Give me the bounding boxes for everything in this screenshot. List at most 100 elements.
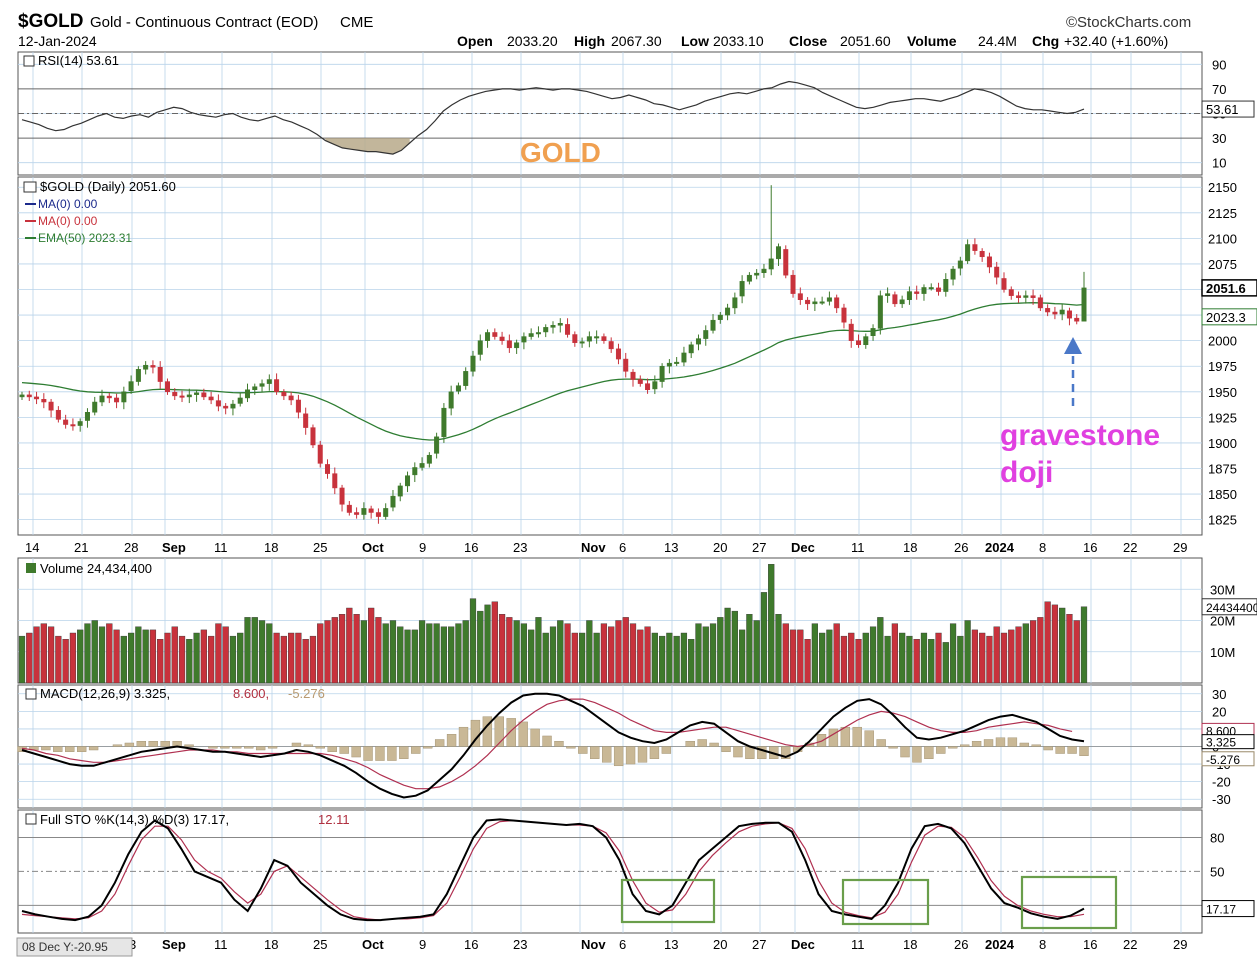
date-tick-label: 2024 [985,540,1015,555]
candle [19,391,25,400]
candle [550,321,556,334]
stoch-last-value: 17.17 [1206,903,1236,917]
stoch-toggle-icon [25,813,37,825]
candle [1023,290,1029,304]
candle-body [899,299,905,305]
candle-body [34,396,40,400]
volume-bar [229,635,237,684]
candle [375,508,381,524]
candle-body [528,333,534,337]
date-tick-label: Dec [791,540,815,555]
volume-bar [389,620,397,684]
candle-body [623,358,629,372]
bottom-date-tick-label: 26 [954,937,968,952]
candle [899,295,905,308]
macd-hist-bar [959,744,970,747]
date-tick-label: 22 [1123,540,1137,555]
rsi-last-value: 53.61 [1206,102,1239,117]
candle [1016,291,1022,303]
candle [499,331,505,345]
volume-bar [746,614,753,684]
macd-hist-bar [363,746,373,761]
volume-bar [840,635,848,684]
volume-bar [186,639,193,684]
volume-bar [178,635,186,684]
candle [885,287,891,303]
macd-hist-bar [494,716,504,747]
price-last-box [1201,279,1257,297]
rsi-title: RSI(14) 53.61 [38,53,119,68]
candle-body [936,287,942,292]
candle [746,272,752,285]
candle-body [601,336,607,341]
candle-body [892,294,898,305]
volume-bar [171,626,178,684]
volume-bar [360,620,367,684]
volume-bar [797,629,804,684]
candle [754,269,760,280]
macd-ytick-label: -30 [1212,792,1231,807]
date-tick-label: 18 [264,540,278,555]
volume-bar [659,635,666,684]
macd-hist-bar [220,746,230,749]
volume-bar [986,635,993,684]
volume-bar [608,626,615,684]
candle-body [55,409,61,420]
candle [761,263,767,278]
candle-body [92,401,98,413]
volume-bar [1022,623,1029,684]
candle-body [805,299,811,305]
bottom-date-axis: 3 Sep 11 18 25 Oct 9 16 23 Nov 6 13 20 27 Dec 11 18 26 202… [18,934,1202,956]
candle [768,185,774,276]
stoch-ytick-label: 50 [1210,864,1224,879]
cursor-readout-text: 08 Dec Y:-20.95 [22,940,108,954]
candle [1052,306,1058,320]
volume-bar [426,623,433,684]
candle-body [259,383,265,387]
candle [179,390,185,403]
volume-bar [600,623,608,684]
candle [725,303,731,321]
macd-hist-bar [291,742,302,747]
candle [106,393,112,404]
candle [194,389,200,402]
volume-bar [346,607,353,684]
macd-hist-bar [613,746,624,767]
volume-bar [644,626,651,684]
date-tick-label: Oct [362,540,384,555]
candle-body [1030,295,1036,298]
price-ytick-label: 1825 [1208,513,1237,528]
candle-body [565,324,571,335]
date-tick-label: 25 [313,540,327,555]
rsi-ytick-label: 10 [1212,156,1226,171]
candle-body [739,281,745,297]
candle-body [579,341,585,344]
macd-hist-bar [936,746,946,754]
candle [164,378,170,395]
candle-body [535,332,541,335]
volume-bar [731,610,738,684]
price-ytick-label: 1925 [1208,410,1237,425]
volume-bar [826,629,833,684]
macd-hist-bar [828,728,839,747]
candle [34,391,40,405]
candle [826,291,832,306]
volume-bar [309,635,317,684]
volume-bar [120,635,127,684]
volume-bar [77,629,84,684]
macd-hist-bar [542,735,552,747]
candle-body [652,381,658,390]
candle [841,303,847,329]
volume-bar [768,564,775,684]
macd-hist-bar [375,746,385,761]
candle [397,482,403,502]
candle-body [543,327,549,333]
candle-body [332,473,338,489]
volume-bar [717,617,724,684]
volume-bar [193,632,200,684]
candle-body [834,297,840,309]
candle-body [666,362,672,367]
macd-hist-last-box [1201,751,1255,767]
candle-body [732,297,738,309]
volume-bar [528,629,535,684]
